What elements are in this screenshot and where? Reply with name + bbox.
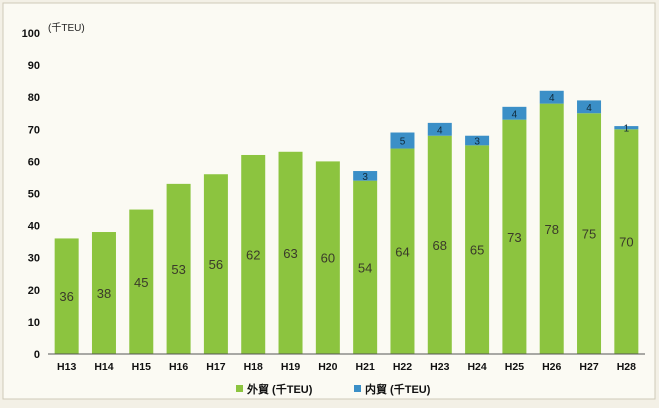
bars: 36 38 45 53 56 62 63 60 54 3 64 5 68 4 65 3 73 4 78 4 75 4 70 1 <box>54 90 639 355</box>
bar-gaibou <box>390 148 415 354</box>
x-tick-label: H24 <box>467 361 486 373</box>
y-tick-label: 70 <box>28 124 40 136</box>
bar-gaibou <box>278 151 303 354</box>
legend-label: 外貿 (千TEU) <box>246 382 313 396</box>
x-tick-label: H28 <box>617 361 636 373</box>
legend-label: 内貿 (千TEU) <box>365 382 431 396</box>
bar-gaibou <box>166 183 191 354</box>
data-label-gaibou: 63 <box>283 246 297 261</box>
data-label-gaibou: 53 <box>171 262 185 277</box>
data-label-naibou: 3 <box>362 172 368 183</box>
data-label-gaibou: 65 <box>470 243 484 258</box>
data-label-naibou: 4 <box>586 103 592 114</box>
x-tick-label: H14 <box>94 361 113 373</box>
y-tick-label: 20 <box>28 285 40 297</box>
data-label-naibou: 3 <box>474 137 480 148</box>
data-label-gaibou: 62 <box>246 247 260 262</box>
y-tick-label: 60 <box>28 156 40 168</box>
x-tick-label: H20 <box>318 361 337 373</box>
y-axis-unit-label: (千TEU) <box>48 22 85 34</box>
x-tick-label: H27 <box>579 361 598 373</box>
y-tick-label: 10 <box>28 317 40 329</box>
x-tick-label: H18 <box>244 361 263 373</box>
data-label-gaibou: 36 <box>59 289 73 304</box>
bar-naibou <box>465 135 490 146</box>
bar-naibou <box>539 90 564 104</box>
data-label-naibou: 1 <box>624 124 630 135</box>
x-tick-label: H23 <box>430 361 449 373</box>
data-label-naibou: 4 <box>437 125 443 136</box>
x-tick-label: H22 <box>393 361 412 373</box>
bar-gaibou <box>502 119 527 354</box>
x-tick-label: H13 <box>57 361 76 373</box>
bar-gaibou <box>353 180 378 354</box>
data-label-naibou: 4 <box>512 109 518 120</box>
bar-gaibou <box>315 161 340 354</box>
bar-gaibou <box>203 174 228 354</box>
legend: 外貿 (千TEU) 内貿 (千TEU) <box>236 382 431 396</box>
data-label-gaibou: 68 <box>433 238 447 253</box>
y-tick-label: 90 <box>28 60 40 72</box>
data-label-gaibou: 73 <box>507 230 521 245</box>
bar-naibou <box>577 100 602 114</box>
bar-gaibou <box>91 232 116 354</box>
bar-gaibou <box>577 113 602 354</box>
data-label-gaibou: 38 <box>97 286 111 301</box>
legend-swatch <box>236 385 243 392</box>
x-axis-ticks: H13 H14 H15 H16 H17 H18 H19 H20 H21 H22 H23 H24 H25 H… <box>57 361 636 373</box>
bar-gaibou <box>241 154 266 354</box>
y-tick-label: 0 <box>34 349 40 361</box>
x-tick-label: H26 <box>542 361 561 373</box>
y-axis-ticks: 0 10 20 30 40 50 60 70 80 90 100 <box>22 28 40 361</box>
bar-gaibou <box>129 209 154 354</box>
data-label-gaibou: 60 <box>321 251 335 266</box>
bar-naibou <box>502 106 527 120</box>
legend-swatch <box>354 385 361 392</box>
y-tick-label: 100 <box>22 28 40 40</box>
data-label-gaibou: 70 <box>619 235 633 250</box>
y-tick-label: 50 <box>28 189 40 201</box>
data-label-naibou: 4 <box>549 93 555 104</box>
bar-gaibou <box>465 145 490 354</box>
bar-gaibou <box>54 238 79 354</box>
y-tick-label: 80 <box>28 92 40 104</box>
data-label-gaibou: 54 <box>358 260 372 275</box>
data-label-gaibou: 64 <box>395 244 409 259</box>
bar-gaibou <box>427 135 452 354</box>
bar-gaibou <box>539 103 564 355</box>
bar-naibou <box>427 122 452 136</box>
bar-naibou <box>353 171 378 181</box>
x-tick-label: H15 <box>132 361 151 373</box>
data-label-gaibou: 56 <box>209 257 223 272</box>
x-tick-label: H17 <box>206 361 225 373</box>
data-label-naibou: 5 <box>400 137 406 148</box>
x-tick-label: H16 <box>169 361 188 373</box>
data-label-gaibou: 75 <box>582 227 596 242</box>
data-label-gaibou: 78 <box>544 222 558 237</box>
x-tick-label: H19 <box>281 361 300 373</box>
data-label-gaibou: 45 <box>134 275 148 290</box>
x-tick-label: H25 <box>505 361 524 373</box>
bar-naibou <box>390 132 415 149</box>
bar-gaibou <box>614 129 639 354</box>
x-tick-label: H21 <box>356 361 375 373</box>
y-tick-label: 40 <box>28 221 40 233</box>
y-tick-label: 30 <box>28 253 40 265</box>
bar-naibou <box>614 126 639 130</box>
